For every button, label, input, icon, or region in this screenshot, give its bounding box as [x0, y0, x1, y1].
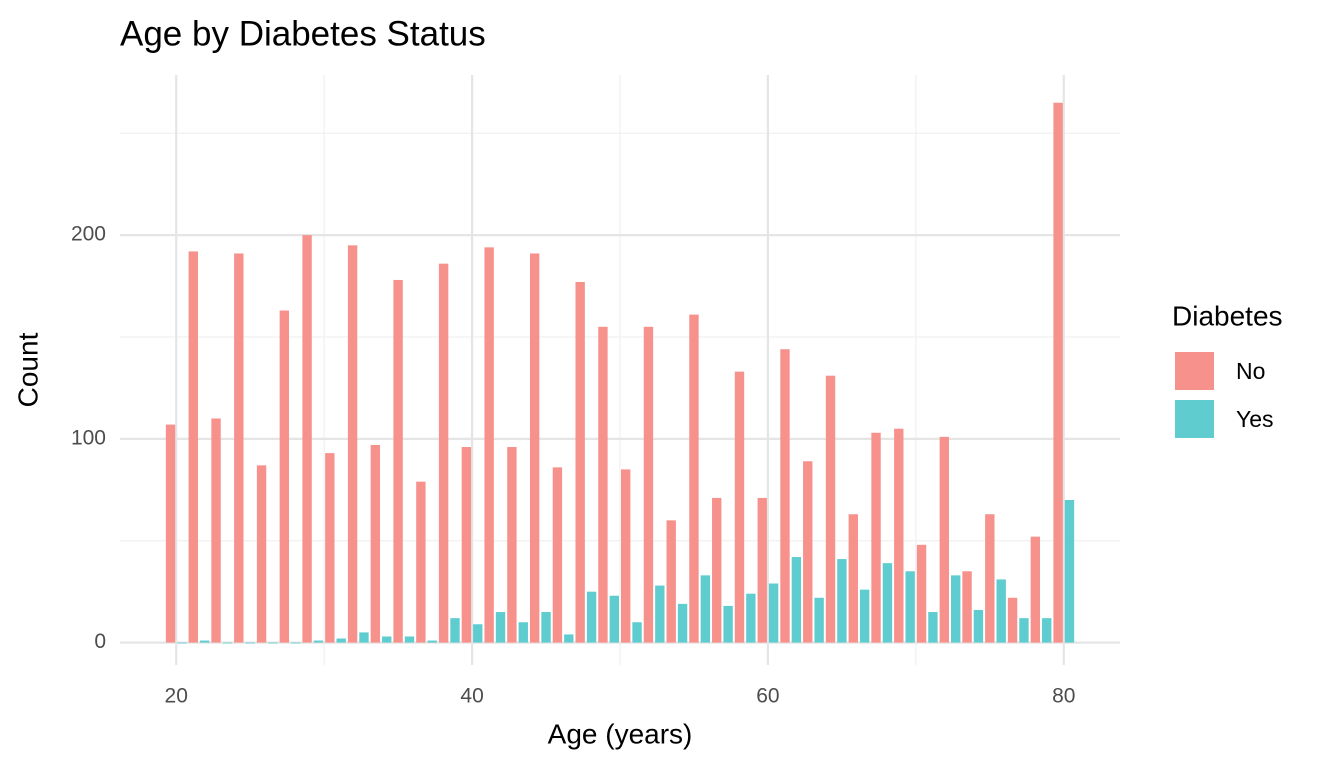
bar	[518, 622, 528, 643]
bar	[586, 591, 597, 643]
bar	[188, 251, 198, 643]
legend-key	[1175, 352, 1214, 390]
bar	[438, 263, 449, 643]
bar	[450, 618, 460, 643]
bar	[564, 634, 574, 643]
bar	[803, 461, 813, 643]
bar	[939, 436, 949, 643]
bar	[461, 447, 472, 643]
bar	[359, 632, 369, 643]
legend-title: Diabetes	[1172, 300, 1283, 331]
bar	[632, 622, 642, 643]
bar	[894, 428, 904, 643]
x-tick-label: 20	[165, 685, 188, 708]
bar	[484, 247, 494, 643]
bar	[666, 520, 676, 643]
y-axis-title: Count	[12, 332, 43, 407]
bar	[370, 444, 381, 643]
bar	[268, 642, 278, 644]
bar	[655, 585, 665, 643]
bar	[1019, 618, 1029, 643]
bar	[825, 375, 836, 643]
bar	[757, 497, 767, 643]
bar	[222, 642, 233, 644]
bar	[336, 638, 346, 643]
bar	[245, 642, 255, 644]
bar	[791, 557, 802, 643]
bar	[598, 326, 608, 643]
bar	[1007, 597, 1018, 643]
bar	[313, 640, 324, 643]
bar	[768, 583, 779, 643]
bar	[382, 636, 392, 643]
legend-key	[1175, 400, 1214, 438]
bar	[837, 559, 847, 643]
bar	[780, 349, 790, 643]
y-tick-label: 100	[71, 426, 106, 449]
bar	[962, 571, 972, 643]
bar	[575, 281, 585, 643]
bar	[643, 326, 654, 643]
bar	[393, 279, 403, 643]
bar	[814, 597, 824, 643]
bar	[234, 253, 244, 643]
bar	[211, 418, 221, 643]
bar	[928, 612, 938, 643]
bar	[1064, 499, 1075, 643]
bar	[1030, 536, 1041, 643]
bar	[882, 563, 893, 643]
bar	[950, 575, 961, 643]
bar	[916, 544, 927, 643]
bar	[689, 314, 699, 643]
bar	[177, 642, 187, 644]
bar	[859, 589, 870, 643]
bar	[996, 579, 1006, 643]
bar	[347, 245, 358, 643]
x-tick-label: 40	[460, 685, 483, 708]
bar	[1042, 618, 1052, 643]
y-tick-label: 200	[71, 223, 106, 246]
bar	[495, 612, 506, 643]
bar	[256, 465, 267, 643]
bar	[609, 595, 619, 643]
bar	[985, 514, 995, 643]
x-tick-label: 80	[1052, 685, 1075, 708]
bar	[473, 624, 483, 643]
bar	[621, 469, 631, 643]
bar	[529, 253, 540, 643]
bar	[507, 447, 517, 643]
bar	[973, 609, 984, 643]
bar	[427, 640, 437, 643]
bar	[723, 605, 733, 643]
bar	[677, 603, 688, 643]
bar	[746, 593, 756, 643]
y-tick-label: 0	[94, 630, 106, 653]
bar	[541, 612, 551, 643]
bar	[552, 467, 563, 643]
bar	[734, 371, 745, 643]
bar	[871, 432, 881, 643]
bar	[199, 640, 210, 643]
bar	[325, 453, 335, 643]
bar	[165, 424, 176, 643]
bar	[905, 571, 915, 643]
bar	[279, 310, 290, 643]
bar	[291, 642, 301, 644]
bar	[416, 481, 426, 643]
x-axis-title: Age (years)	[548, 718, 693, 749]
bar	[700, 575, 711, 643]
x-tick-label: 60	[756, 685, 779, 708]
bar	[404, 636, 415, 643]
chart-title: Age by Diabetes Status	[120, 14, 486, 53]
bar	[1053, 102, 1063, 643]
legend-label: Yes	[1236, 406, 1274, 432]
legend-label: No	[1236, 358, 1265, 384]
bar	[302, 235, 312, 643]
bars	[165, 102, 1075, 644]
bar	[712, 497, 722, 643]
bar	[848, 514, 858, 643]
